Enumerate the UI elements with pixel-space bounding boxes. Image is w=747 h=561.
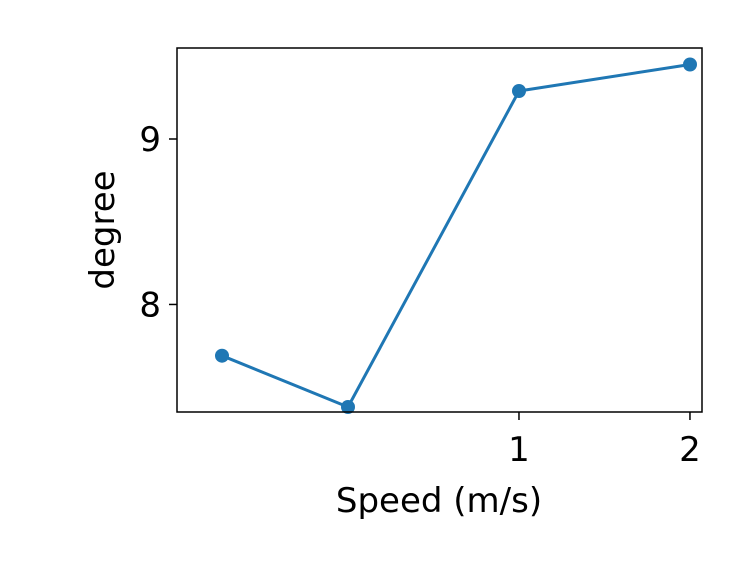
y-tick-label: 9 [139, 120, 161, 160]
data-point [341, 400, 355, 414]
y-tick-label: 8 [139, 285, 161, 325]
data-point [215, 348, 229, 363]
x-tick-label: 2 [679, 430, 701, 470]
plot-area [177, 48, 702, 412]
y-axis-ticks: 89 [139, 120, 177, 325]
series-points [215, 57, 697, 414]
x-axis-label: Speed (m/s) [336, 481, 542, 521]
data-point [683, 57, 697, 72]
y-axis-label: degree [83, 170, 123, 289]
data-point [512, 84, 526, 98]
x-tick-label: 1 [508, 430, 530, 470]
plot-frame [176, 47, 703, 413]
series-line [221, 63, 691, 409]
